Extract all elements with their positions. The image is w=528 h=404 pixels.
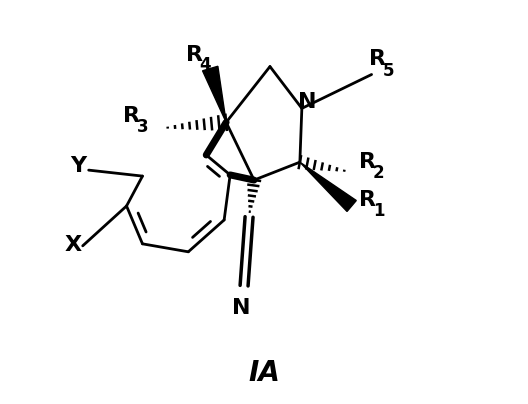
Polygon shape: [300, 162, 356, 211]
Text: N: N: [298, 93, 316, 112]
Text: Y: Y: [71, 156, 87, 176]
Text: R: R: [186, 44, 203, 65]
Text: R: R: [359, 152, 376, 172]
Text: 2: 2: [373, 164, 384, 182]
Text: 4: 4: [200, 56, 211, 74]
Text: R: R: [369, 49, 386, 69]
Text: IA: IA: [248, 358, 280, 387]
Text: 5: 5: [383, 61, 394, 80]
Text: 3: 3: [137, 118, 149, 136]
Polygon shape: [203, 66, 226, 122]
Text: R: R: [359, 190, 376, 210]
Text: X: X: [64, 235, 81, 255]
Text: N: N: [232, 298, 250, 318]
Text: R: R: [123, 106, 140, 126]
Text: 1: 1: [373, 202, 384, 220]
